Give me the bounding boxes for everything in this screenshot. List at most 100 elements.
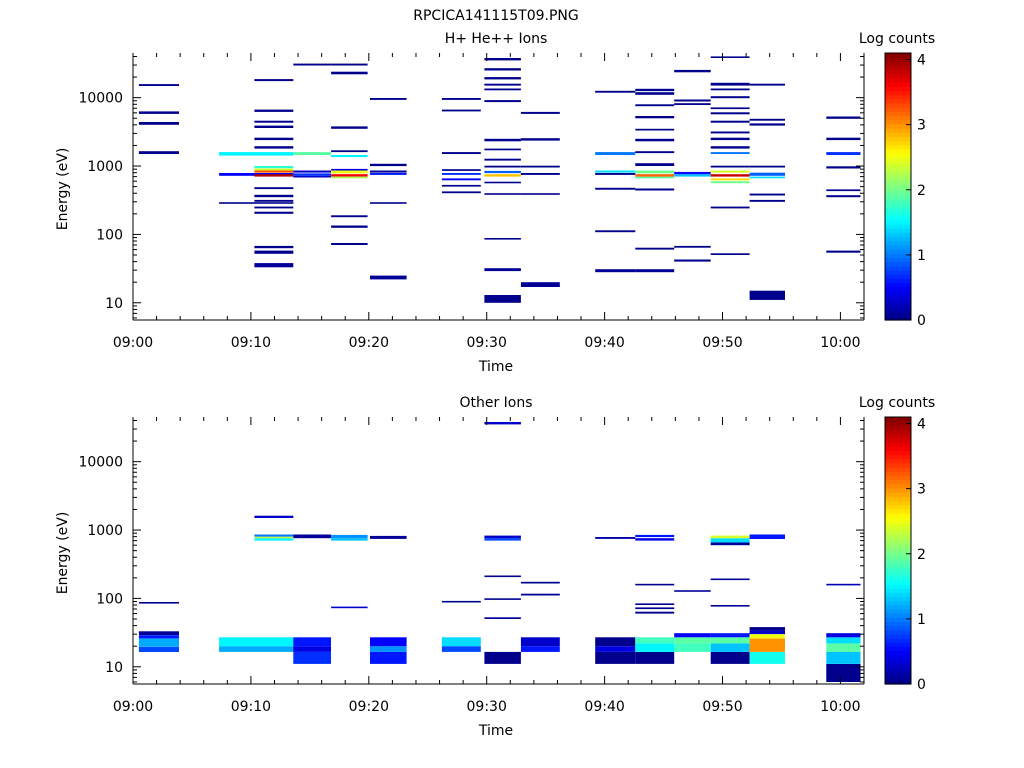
colorbar-label: Log counts — [859, 31, 935, 47]
heatmap-cell — [826, 651, 861, 664]
heatmap-cell — [749, 165, 785, 168]
heatmap-cell — [595, 537, 636, 539]
heatmap-cell — [635, 538, 675, 541]
heatmap-cell — [710, 170, 750, 173]
heatmap-cell — [710, 538, 750, 543]
colorbar-segment — [885, 442, 911, 447]
panel-title: H+ He++ Ions — [445, 31, 548, 47]
heatmap-cell — [254, 538, 294, 541]
colorbar-segment — [885, 294, 911, 300]
colorbar-segment — [885, 638, 911, 643]
heatmap-cell — [219, 152, 294, 156]
heatmap-cell — [674, 590, 711, 592]
heatmap-cell — [710, 112, 750, 115]
colorbar-segment — [885, 186, 911, 192]
colorbar-segment — [885, 94, 911, 100]
heatmap-cell — [635, 583, 675, 586]
colorbar-segment — [885, 579, 911, 585]
heatmap-cell — [710, 107, 750, 110]
colorbar-segment — [885, 625, 911, 631]
heatmap-cell — [749, 193, 785, 196]
heatmap-cell — [331, 170, 368, 174]
heatmap-cell — [293, 175, 331, 178]
heatmap-cell — [138, 638, 179, 647]
colorbar-segment — [885, 537, 911, 543]
heatmap-cell — [710, 578, 750, 581]
colorbar-segment — [885, 525, 911, 531]
colorbar-segment — [885, 479, 911, 485]
heatmap-cell — [674, 637, 711, 644]
heatmap-cell — [293, 152, 331, 155]
heatmap-cell — [254, 211, 294, 214]
heatmap-cell — [635, 170, 675, 174]
colorbar-segment — [885, 303, 911, 309]
heatmap-cell — [138, 84, 179, 86]
heatmap-cell — [674, 69, 711, 73]
heatmap-cell — [484, 158, 521, 161]
colorbar-tick-label: 3 — [917, 118, 926, 134]
colorbar-segment — [885, 78, 911, 83]
colorbar-segment — [885, 136, 911, 142]
colorbar-segment — [885, 119, 911, 125]
colorbar-segment — [885, 103, 911, 108]
colorbar-segment — [885, 608, 911, 614]
heatmap-cell — [370, 651, 407, 664]
heatmap-area — [138, 56, 861, 303]
heatmap-cell — [826, 152, 861, 155]
colorbar-segment — [885, 148, 911, 154]
heatmap-cell — [749, 534, 785, 539]
colorbar-segment — [885, 521, 911, 527]
heatmap-cell — [635, 176, 675, 179]
colorbar-segment — [885, 633, 911, 639]
heatmap-cell — [219, 202, 294, 204]
colorbar-segment — [885, 215, 911, 221]
heatmap-cell — [331, 150, 368, 153]
heatmap-cell — [331, 606, 368, 609]
colorbar-segment — [885, 219, 911, 225]
colorbar-segment — [885, 471, 911, 476]
colorbar-tick-label: 2 — [917, 547, 926, 563]
colorbar-tick-label: 4 — [917, 417, 926, 433]
heatmap-cell — [595, 170, 636, 173]
heatmap-cell — [595, 646, 636, 652]
colorbar-segment — [885, 567, 911, 572]
heatmap-cell — [635, 151, 675, 154]
heatmap-cell — [331, 155, 368, 158]
heatmap-cell — [254, 199, 294, 202]
colorbar-segment — [885, 311, 911, 317]
heatmap-cell — [749, 172, 785, 176]
heatmap-cell — [370, 646, 407, 652]
heatmap-cell — [219, 646, 294, 652]
heatmap-cell — [826, 166, 861, 169]
colorbar-segment — [885, 433, 911, 439]
heatmap-cell — [331, 174, 368, 177]
panel-title: Other Ions — [459, 395, 532, 411]
heatmap-cell — [254, 263, 294, 268]
heatmap-cell — [219, 637, 294, 647]
y-tick-label: 10000 — [78, 91, 123, 107]
colorbar-segment — [885, 290, 911, 296]
colorbar-segment — [885, 671, 911, 677]
heatmap-cell — [595, 269, 636, 273]
colorbar-segment — [885, 642, 911, 648]
heatmap-cell — [710, 651, 750, 664]
y-tick-label: 10000 — [78, 455, 123, 471]
heatmap-cell — [254, 174, 294, 177]
heatmap-cell — [674, 174, 711, 177]
colorbar-segment — [885, 500, 911, 506]
heatmap-cell — [710, 137, 750, 141]
heatmap-cell — [520, 593, 560, 596]
heatmap-cell — [749, 651, 785, 664]
colorbar-segment — [885, 257, 911, 263]
heatmap-cell — [635, 138, 675, 142]
colorbar-segment — [885, 261, 911, 267]
heatmap-cell — [749, 627, 785, 631]
colorbar-segment — [885, 496, 911, 502]
heatmap-cell — [254, 206, 294, 209]
colorbar-segment — [885, 107, 911, 112]
heatmap-cell — [484, 238, 521, 240]
heatmap-cell — [826, 637, 861, 644]
heatmap-cell — [635, 534, 675, 538]
colorbar-segment — [885, 269, 911, 275]
heatmap-cell — [710, 206, 750, 209]
